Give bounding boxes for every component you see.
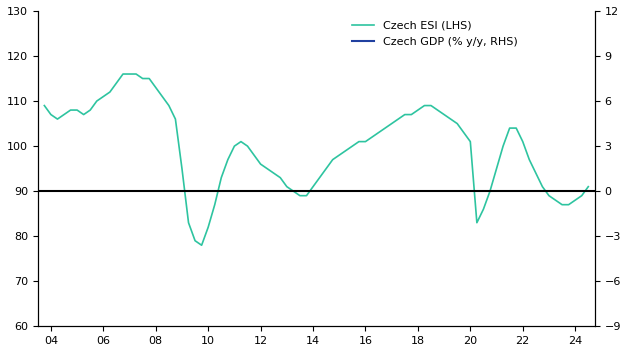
Czech ESI (LHS) (585, 185, 592, 189)
Czech ESI (LHS) (493, 167, 501, 171)
Line: Czech ESI (LHS): Czech ESI (LHS) (45, 74, 588, 245)
Czech ESI (LHS) (119, 72, 127, 76)
Czech ESI (LHS) (296, 193, 304, 198)
Czech ESI (LHS) (198, 243, 205, 247)
Czech ESI (LHS) (41, 103, 48, 108)
Czech ESI (LHS) (322, 167, 330, 171)
Czech ESI (LHS) (467, 139, 474, 144)
Czech ESI (LHS) (47, 113, 55, 117)
Czech ESI (LHS) (73, 108, 81, 112)
Legend: Czech ESI (LHS), Czech GDP (% y/y, RHS): Czech ESI (LHS), Czech GDP (% y/y, RHS) (348, 17, 522, 51)
